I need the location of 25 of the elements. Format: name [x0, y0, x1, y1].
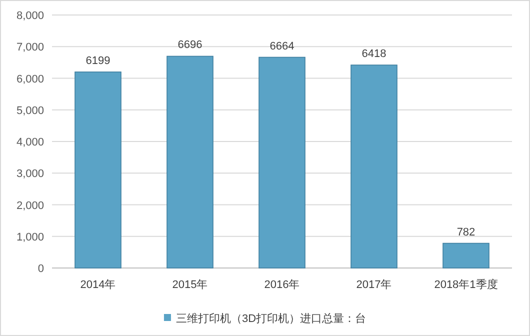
legend-label: 三维打印机（3D打印机）进口总量：台 [176, 312, 366, 325]
x-tick-label: 2016年 [264, 279, 300, 291]
bar [442, 242, 490, 268]
data-label: 6418 [362, 48, 386, 60]
y-tick-label: 6,000 [16, 73, 44, 86]
y-tick-label: 8,000 [16, 10, 44, 22]
bar [258, 56, 306, 268]
y-tick-label: 3,000 [16, 168, 44, 180]
bar [74, 72, 122, 268]
data-label: 782 [456, 226, 476, 238]
y-tick-label: 5,000 [16, 104, 44, 117]
bar [166, 56, 214, 268]
y-tick-label: 4,000 [16, 136, 44, 148]
bar [350, 64, 398, 268]
x-tick-label: 2014年 [80, 279, 116, 291]
y-tick-label: 7,000 [16, 42, 44, 54]
y-tick-label: 1,000 [16, 231, 44, 244]
x-tick-label: 2017年 [356, 279, 392, 291]
data-label: 6199 [86, 54, 110, 67]
y-tick-label: 2,000 [16, 200, 44, 212]
x-tick-label: 2015年 [172, 279, 208, 291]
data-label: 6696 [178, 39, 202, 52]
y-tick-label: 0 [38, 263, 44, 275]
x-tick-label: 2018年1季度 [434, 278, 498, 291]
data-label: 6664 [270, 40, 294, 52]
